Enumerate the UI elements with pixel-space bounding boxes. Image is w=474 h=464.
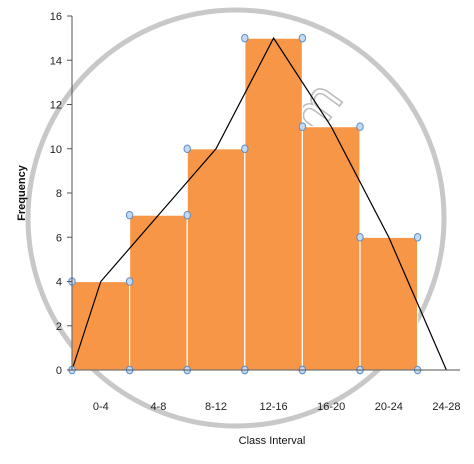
bar-vertex-marker: [356, 232, 364, 242]
bar-vertex-marker: [241, 33, 249, 43]
bar-vertex-marker: [125, 277, 134, 286]
x-tick-label: 12-16: [260, 401, 288, 413]
x-tick-label: 0-4: [93, 401, 109, 413]
frequency-polygon: [71, 36, 447, 371]
x-tick-label: 20-24: [375, 401, 403, 413]
bar-vertex-marker: [183, 144, 191, 154]
bar-16-20: [301, 126, 361, 371]
bar-vertex-marker: [356, 122, 364, 131]
y-tick-label: 2: [56, 321, 62, 333]
y-tick-label: 0: [56, 365, 62, 377]
y-tick-label: 12: [50, 100, 62, 112]
bar-vertex-marker: [298, 33, 307, 43]
bar-12-16: [244, 37, 304, 371]
bar-0-4: [71, 280, 131, 371]
bar-4-8: [129, 214, 188, 371]
bar-20-24: [359, 236, 419, 371]
watermark-circle: [25, 7, 447, 429]
bar-vertex-marker: [298, 122, 307, 131]
plot-area: [68, 33, 447, 375]
y-tick-label: 10: [50, 144, 62, 156]
x-tick-label: 24-28: [432, 401, 460, 413]
axes: 0 2 4 6 8 10 12 14 16 0-4 4-8 8-12 12-16 16-20 20-24 24…: [50, 11, 461, 413]
bar-vertex-marker: [125, 210, 134, 220]
x-axis-title: Class Interval: [239, 435, 306, 447]
y-tick-label: 6: [56, 232, 62, 244]
y-axis-title: Frequency: [16, 164, 28, 221]
y-tick-label: 16: [50, 11, 62, 23]
x-tick-label: 16-20: [317, 401, 345, 413]
y-tick-label: 14: [50, 55, 62, 67]
bar-vertex-marker: [183, 210, 191, 220]
y-tick-label: 4: [56, 277, 62, 289]
x-tick-label: 4-8: [150, 401, 166, 413]
bar-8-12: [186, 148, 246, 371]
x-tick-label: 8-12: [205, 401, 227, 413]
bar-vertex-marker: [241, 144, 249, 154]
bar-vertex-marker: [413, 232, 422, 242]
y-tick-label: 8: [56, 188, 62, 200]
